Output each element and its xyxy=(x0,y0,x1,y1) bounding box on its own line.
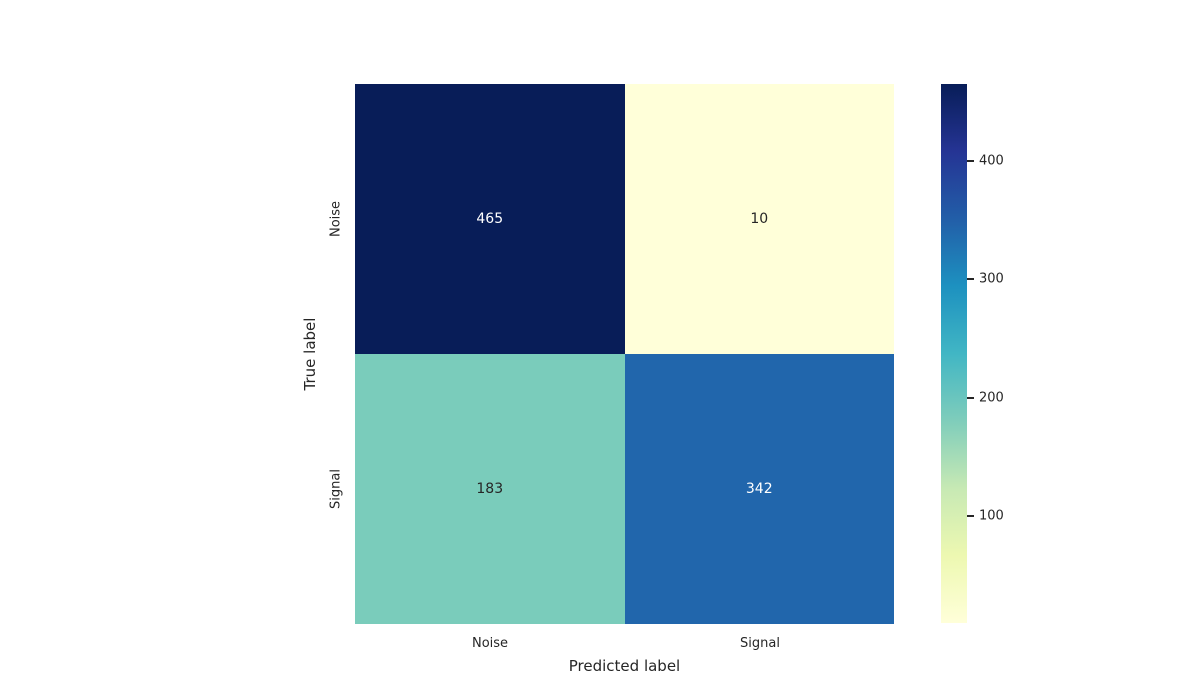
colorbar-tick-label: 400 xyxy=(979,153,1004,169)
heatmap-cell-true-signal-pred-signal: 342 xyxy=(624,354,894,624)
colorbar-tick-mark xyxy=(967,396,974,399)
cell-value: 465 xyxy=(476,211,504,227)
colorbar-tick-mark xyxy=(967,160,974,162)
cell-value: 342 xyxy=(745,481,773,497)
colorbar-tick-label: 100 xyxy=(979,508,1004,524)
colorbar-gradient xyxy=(941,84,967,623)
colorbar-tick-label: 200 xyxy=(979,390,1004,406)
heatmap-cell-true-signal-pred-noise: 183 xyxy=(355,354,625,624)
x-tick-label-noise: Noise xyxy=(471,636,509,651)
cell-value: 10 xyxy=(750,211,769,227)
colorbar-tick-mark xyxy=(967,515,974,518)
colorbar-ticks: 100 200 300 400 xyxy=(967,84,1027,623)
x-axis-label: Predicted label xyxy=(568,657,681,675)
heatmap-cell-true-noise-pred-signal: 10 xyxy=(624,84,894,354)
colorbar-tick-mark xyxy=(967,278,974,281)
x-tick-label-signal: Signal xyxy=(740,636,780,651)
heatmap-cell-true-noise-pred-noise: 465 xyxy=(355,84,625,354)
heatmap: 465 10 183 342 xyxy=(355,84,894,624)
colorbar-tick-label: 300 xyxy=(979,271,1004,287)
cell-value: 183 xyxy=(476,481,504,497)
